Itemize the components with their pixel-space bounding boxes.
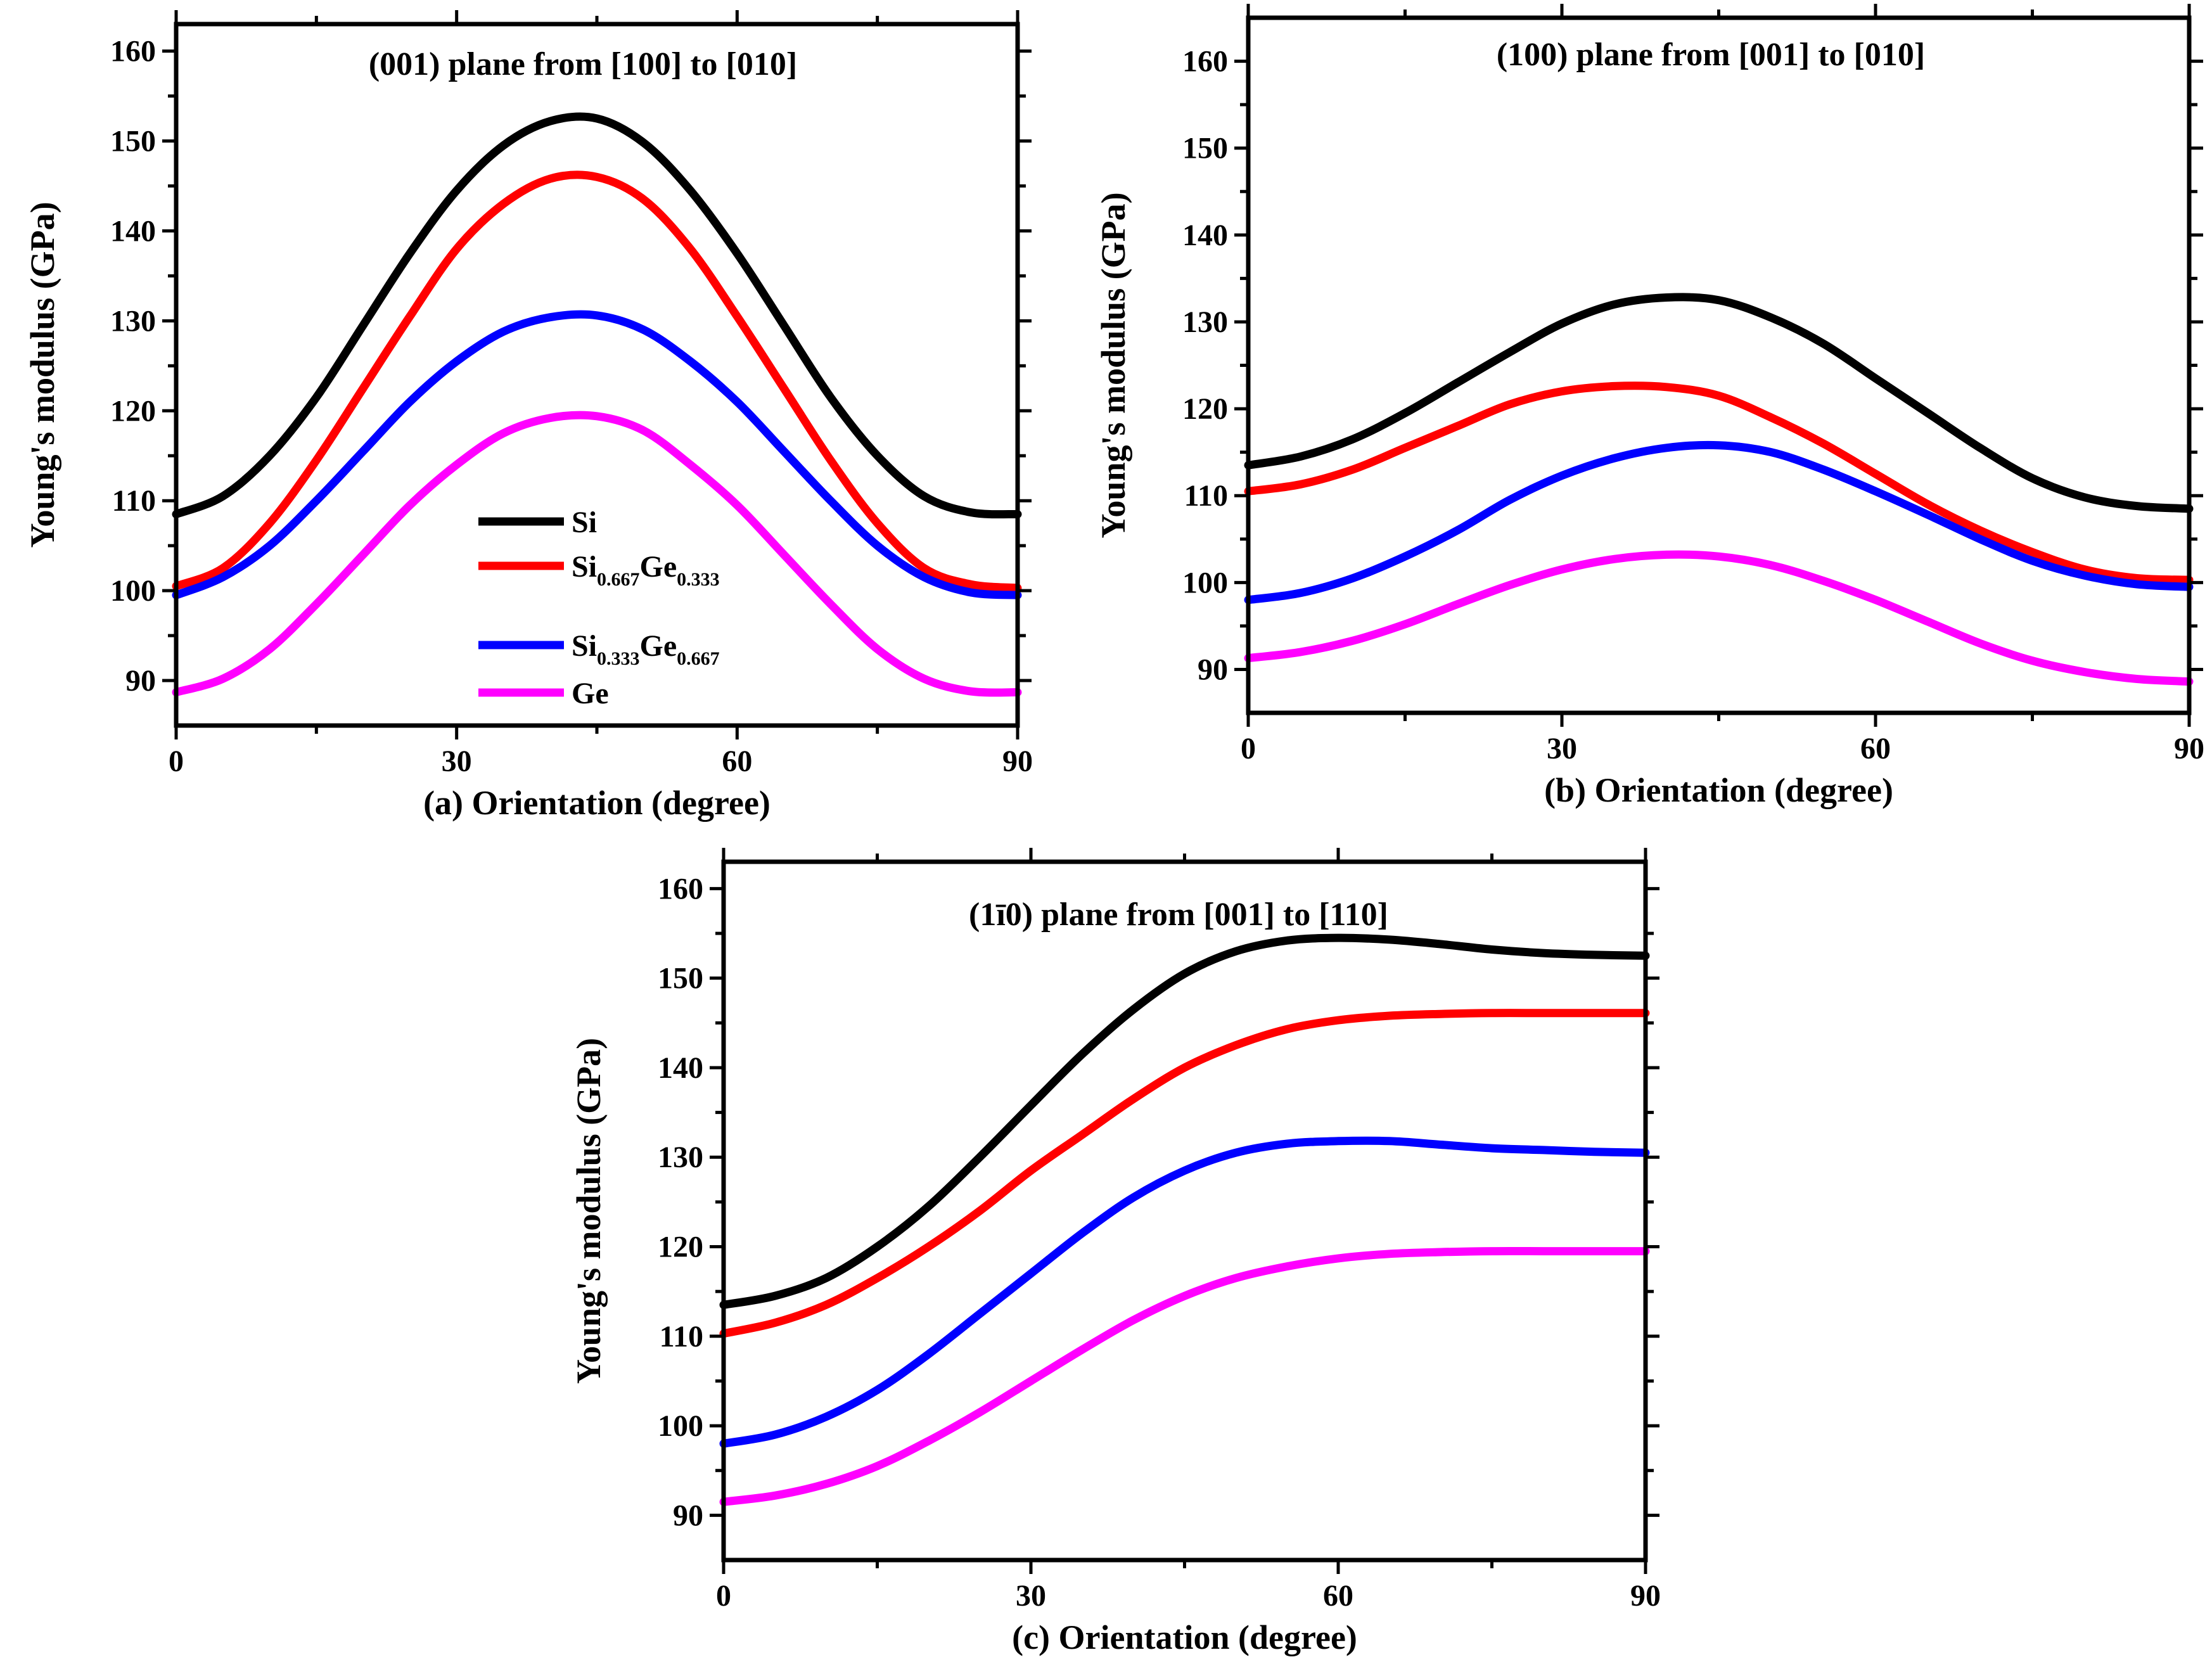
y-tick-label-b: 160 bbox=[1182, 45, 1228, 79]
legend: Si Si0.667Ge0.333 Si0.333Ge0.667 Ge bbox=[478, 506, 720, 710]
panel-a-chart: 0 30 60 90 90 100 110 120 130 140 150 160 (001) plan… bbox=[23, 10, 1033, 822]
y-tick-label-b: 150 bbox=[1182, 132, 1228, 165]
panel-title-b: (100) plane from [001] to [010] bbox=[1497, 37, 1925, 73]
series-line-b-ge bbox=[1244, 550, 2194, 686]
y-tick-label-c: 160 bbox=[658, 872, 703, 905]
x-axis-label-b: (b) Orientation (degree) bbox=[1544, 771, 1893, 809]
panel-title-a: (001) plane from [100] to [010] bbox=[369, 46, 797, 82]
x-tick-label-a: 60 bbox=[722, 745, 752, 778]
y-axis-label-c: Young's modulus (GPa) bbox=[570, 1038, 608, 1384]
y-tick-label-b: 130 bbox=[1182, 305, 1228, 339]
legend-label-ge: Ge bbox=[572, 677, 609, 710]
x-tick-label-c: 60 bbox=[1323, 1579, 1353, 1613]
plot-frame-b bbox=[1246, 15, 2192, 715]
y-tick-label-a: 120 bbox=[110, 394, 156, 428]
y-tick-label-a: 90 bbox=[125, 664, 156, 698]
series-line-c-ge bbox=[719, 1246, 1650, 1506]
y-tick-label-b: 140 bbox=[1182, 219, 1228, 252]
x-tick-label-b: 90 bbox=[2174, 732, 2204, 765]
y-tick-label-a: 150 bbox=[110, 125, 156, 158]
plot-frame-c bbox=[721, 859, 1648, 1563]
series-line-b-si0333ge0667 bbox=[1244, 440, 2194, 605]
x-tick-label-c: 0 bbox=[716, 1579, 731, 1613]
panel-b-chart: 0 30 60 90 90 100 110 120 130 140 150 160 (100) plan… bbox=[1094, 4, 2204, 809]
x-tick-label-a: 30 bbox=[442, 745, 472, 778]
x-tick-label-c: 90 bbox=[1630, 1579, 1661, 1613]
x-axis-label-a: (a) Orientation (degree) bbox=[423, 784, 770, 822]
y-tick-label-b: 120 bbox=[1182, 392, 1228, 426]
y-tick-label-b: 90 bbox=[1198, 653, 1228, 686]
y-axis-label-b: Young's modulus (GPa) bbox=[1094, 192, 1132, 538]
y-tick-label-a: 160 bbox=[110, 35, 156, 68]
series-line-a-si0333ge0667 bbox=[172, 310, 1022, 599]
y-tick-label-c: 150 bbox=[658, 962, 703, 995]
panel-title-c: (1ī0) plane from [001] to [110] bbox=[969, 897, 1388, 933]
x-tick-label-b: 60 bbox=[1860, 732, 1891, 765]
series-line-c-si0667ge0333 bbox=[719, 1009, 1650, 1338]
series-line-a-ge bbox=[172, 411, 1022, 697]
legend-label-si: Si bbox=[572, 506, 597, 539]
y-tick-label-a: 140 bbox=[110, 214, 156, 248]
series-line-c-si0333ge0667 bbox=[719, 1136, 1650, 1448]
y-tick-label-a: 110 bbox=[112, 484, 156, 518]
panel-c-chart: 0 30 60 90 90 100 110 120 130 140 150 160 (1ī0) plan… bbox=[570, 848, 1661, 1656]
series-line-c-si bbox=[719, 933, 1650, 1309]
y-tick-label-c: 90 bbox=[673, 1499, 703, 1532]
x-tick-label-c: 30 bbox=[1016, 1579, 1046, 1613]
y-tick-label-c: 100 bbox=[658, 1409, 703, 1443]
series-line-b-si0667ge0333 bbox=[1244, 381, 2194, 584]
y-tick-label-c: 130 bbox=[658, 1141, 703, 1174]
x-tick-label-a: 90 bbox=[1002, 745, 1033, 778]
y-tick-label-a: 100 bbox=[110, 574, 156, 608]
series-line-a-si bbox=[172, 112, 1022, 519]
y-axis-label-a: Young's modulus (GPa) bbox=[23, 202, 61, 547]
y-tick-label-c: 110 bbox=[660, 1320, 703, 1353]
y-tick-label-b: 100 bbox=[1182, 566, 1228, 599]
series-line-b-si bbox=[1244, 293, 2194, 513]
x-axis-label-c: (c) Orientation (degree) bbox=[1012, 1618, 1357, 1656]
legend-label-si0667ge0333: Si0.667Ge0.333 bbox=[572, 550, 720, 590]
y-tick-label-b: 110 bbox=[1184, 479, 1228, 513]
y-tick-label-a: 130 bbox=[110, 304, 156, 338]
y-tick-label-c: 120 bbox=[658, 1231, 703, 1264]
series-line-a-si0667ge0333 bbox=[172, 170, 1022, 592]
x-tick-label-b: 30 bbox=[1547, 732, 1577, 765]
x-tick-label-a: 0 bbox=[169, 745, 184, 778]
legend-label-si0333ge0667: Si0.333Ge0.667 bbox=[572, 629, 720, 669]
x-tick-label-b: 0 bbox=[1241, 732, 1256, 765]
y-tick-label-c: 140 bbox=[658, 1051, 703, 1085]
